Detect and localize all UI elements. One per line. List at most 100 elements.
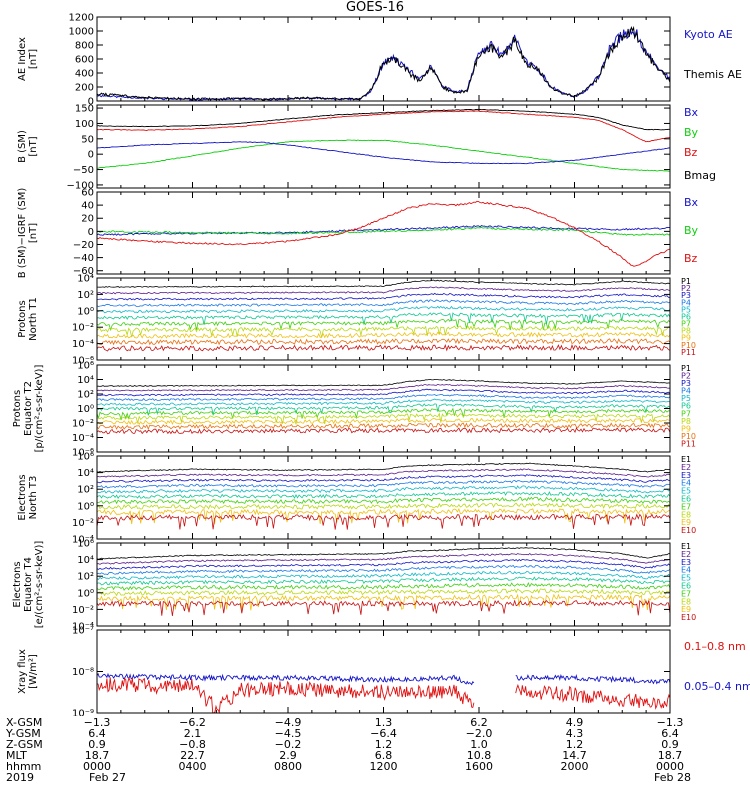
chart-title: GOES-16 — [345, 0, 404, 15]
en-ytick-label-1: 10⁴ — [77, 468, 94, 479]
pe-ytick-label-2: 10² — [77, 390, 94, 401]
ephemeris-table: X-GSM −1.3 −6.2 −4.9 1.3 6.2 4.9 −1.3 Y-GSM 6.4 2.… — [0, 716, 750, 800]
en-ytick-label-2: 10² — [77, 485, 94, 496]
pe-legend-p10: P10 — [681, 432, 696, 441]
pe-series-p7 — [96, 407, 671, 421]
pn-series-p4 — [96, 299, 671, 308]
pn-legend-p6: P6 — [681, 312, 691, 321]
pn-series-p2 — [96, 286, 671, 295]
xray-legend-0-05-0-4-nm: 0.05–0.4 nm — [684, 680, 750, 693]
ee-series-e2 — [96, 552, 671, 565]
ee-legend-e8: E8 — [681, 597, 691, 606]
en-ytick-label-0: 10⁶ — [77, 452, 94, 463]
xray-ytick-label-2: 10⁻⁹ — [72, 709, 94, 717]
pn-series-p7 — [96, 318, 671, 332]
xray-series-0-05-0-4-nm — [96, 672, 671, 686]
ee-legend-e9: E9 — [681, 605, 691, 614]
pe-series-p6 — [96, 403, 671, 417]
pe-legend-p1: P1 — [681, 364, 691, 373]
ephemeris-value: −6.4 — [370, 727, 397, 740]
ephemeris-value: 2000 — [560, 760, 589, 773]
en-ytick-label-3: 10⁰ — [77, 501, 94, 512]
ephemeris-row-x-gsm: X-GSM −1.3 −6.2 −4.9 1.3 6.2 4.9 −1.3 — [0, 717, 750, 728]
ephemeris-value: 18.7 — [657, 749, 683, 762]
ephemeris-value: 6.4 — [661, 727, 679, 740]
bigrf-ytick-label-2: −20 — [73, 240, 94, 251]
pn-legend-p3: P3 — [681, 291, 691, 300]
ee-series-e9 — [96, 593, 671, 611]
ephemeris-value: −0.2 — [274, 738, 302, 751]
pn-legend-p1: P1 — [681, 277, 691, 286]
pn-legend-p11: P11 — [681, 348, 696, 357]
ephemeris-label: X-GSM — [6, 716, 43, 729]
en-series-e3 — [96, 474, 671, 484]
pn-legend-p2: P2 — [681, 284, 691, 293]
ee-ytick-label-2: 10² — [77, 572, 94, 583]
en-legend-e1: E1 — [681, 455, 691, 464]
en-legend-e4: E4 — [681, 479, 691, 488]
ephemeris-value: 0000 — [656, 760, 684, 773]
en-legend-e9: E9 — [681, 518, 691, 527]
en-series-e7 — [96, 496, 671, 505]
ephemeris-value: 1600 — [465, 760, 493, 773]
bsm-ytick-label-5: 150 — [75, 104, 94, 115]
ephemeris-value: −4.9 — [274, 716, 302, 729]
pe-legend-p3: P3 — [681, 379, 691, 388]
pn-ytick-label-2: 10⁰ — [77, 306, 94, 317]
ephemeris-value: 1200 — [369, 760, 398, 773]
pn-legend-p4: P4 — [681, 298, 691, 307]
ae-legend-themis-ae: Themis AE — [683, 68, 742, 81]
xray-ytick-label-1: 10⁻⁸ — [72, 667, 94, 678]
ephemeris-value: 4.9 — [565, 716, 584, 729]
ephemeris-row-y-gsm: Y-GSM 6.4 2.1 −4.5 −6.4 −2.0 4.3 6.4 — [0, 728, 750, 739]
pn-legend-p7: P7 — [681, 320, 691, 329]
ephemeris-value: −1.3 — [656, 716, 684, 729]
ephemeris-value: 0.9 — [661, 738, 679, 751]
bigrf-ytick-label-6: 60 — [81, 188, 94, 199]
pe-legend-p5: P5 — [681, 394, 691, 403]
pn-ylabel-1: North T1 — [28, 297, 39, 341]
ephemeris-value: Feb 27 — [89, 771, 126, 784]
ae-ytick-label-0: 0 — [88, 97, 94, 108]
pe-ylabel-0: Protons — [12, 390, 23, 427]
ee-series-e6 — [96, 576, 671, 586]
bsm-series-bx — [96, 141, 671, 165]
ephemeris-value: 6.4 — [88, 727, 106, 740]
bigrf-series-by — [96, 226, 670, 236]
pn-ytick-label-4: 10⁻⁴ — [72, 339, 94, 350]
pn-ylabel-0: Protons — [17, 300, 28, 337]
ephemeris-value: 4.3 — [565, 727, 584, 740]
ephemeris-row-mlt: MLT 18.7 22.7 2.9 6.8 10.8 14.7 18.7 — [0, 750, 750, 761]
ae-frame — [96, 16, 671, 102]
pn-series-p10 — [96, 338, 671, 346]
bigrf-legend-bx: Bx — [684, 196, 699, 209]
ee-ytick-label-3: 10⁰ — [77, 588, 94, 599]
en-legend-e5: E5 — [681, 487, 691, 496]
ephemeris-value: −0.8 — [179, 738, 206, 751]
pe-legend-p8: P8 — [681, 417, 691, 426]
ae-series-kyoto-ae — [96, 28, 671, 102]
pn-series-p1 — [97, 279, 671, 288]
ephemeris-row-2019: 2019 Feb 27 Feb 28 — [0, 772, 750, 783]
en-series-e4 — [96, 479, 671, 489]
pn-ytick-label-3: 10⁻² — [72, 323, 94, 334]
xray-ylabel-1: [W/m²] — [28, 654, 39, 689]
ee-series-e7 — [96, 581, 671, 591]
pn-legend-p5: P5 — [681, 305, 691, 314]
pn-legend-p10: P10 — [681, 341, 696, 350]
ee-series-e5 — [96, 570, 671, 581]
ee-series-e3 — [96, 558, 671, 570]
ephemeris-value: 10.8 — [466, 749, 492, 762]
ephemeris-value: Feb 28 — [654, 771, 691, 784]
en-series-e9 — [96, 507, 671, 525]
ae-ytick-label-3: 600 — [75, 55, 94, 66]
ae-series-themis-ae — [96, 25, 671, 101]
ae-ytick-label-6: 1200 — [69, 13, 94, 24]
en-ytick-label-4: 10⁻² — [72, 518, 94, 529]
en-legend-e8: E8 — [681, 510, 691, 519]
ephemeris-value: −4.5 — [274, 727, 302, 740]
pe-legend-p6: P6 — [681, 402, 691, 411]
bsm-series-bmag — [96, 108, 670, 131]
ephemeris-value: 22.7 — [180, 749, 205, 762]
